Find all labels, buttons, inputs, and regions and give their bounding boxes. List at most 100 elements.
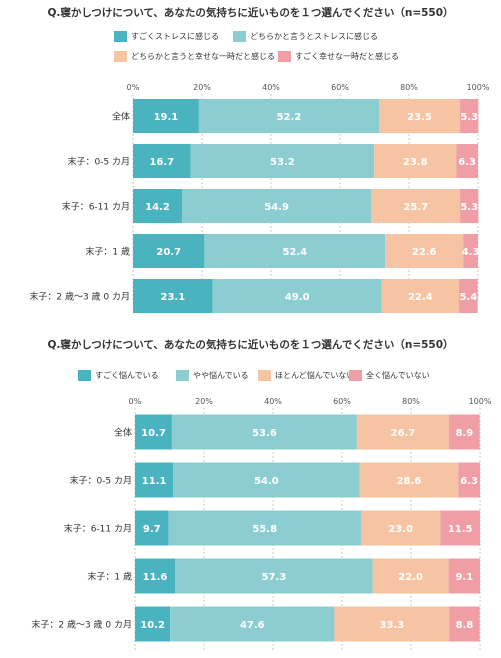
data-label: 28.6 (397, 476, 422, 487)
x-tick-label: 80% (402, 397, 420, 406)
x-tick-label: 100% (467, 83, 490, 92)
bar-segment (212, 279, 382, 313)
legend-label: どちらかと言うとストレスに感じる (250, 32, 378, 41)
data-label: 20.7 (156, 247, 181, 258)
x-tick-label: 60% (333, 397, 351, 406)
data-label: 23.8 (403, 157, 428, 168)
data-label: 47.6 (240, 620, 265, 631)
category-label: 末子：2 歳～3 歳 0 カ月 (31, 619, 132, 631)
category-label: 全体 (112, 111, 130, 123)
bar-segment (135, 558, 176, 594)
category-label: 末子：6-11 カ月 (62, 201, 130, 213)
legend-item: すごく幸せな一時だと感じる (278, 51, 399, 62)
legend-label: すごく幸せな一時だと感じる (295, 52, 399, 61)
chart-title: Q.寝かしつけについて、あなたの気持ちに近いものを１つ選んでください（n=550… (47, 339, 454, 351)
data-label: 5.3 (460, 112, 478, 123)
bar-segment (135, 606, 171, 642)
data-label: 19.1 (154, 112, 179, 123)
legend-swatch (278, 51, 291, 62)
legend-label: どちらかと言うと幸せな一時だと感じる (131, 52, 275, 61)
bar-segment (190, 144, 375, 178)
legend-swatch (78, 370, 91, 381)
data-label: 10.7 (141, 428, 166, 439)
bar-segment (459, 279, 478, 313)
data-label: 6.3 (458, 157, 476, 168)
legend-item: どちらかと言うとストレスに感じる (233, 31, 378, 42)
bar-segment (171, 414, 357, 450)
chart-panel-2: Q.寝かしつけについて、あなたの気持ちに近いものを１つ選んでください（n=550… (0, 330, 501, 658)
data-label: 11.1 (142, 476, 167, 487)
bar-segment (449, 606, 480, 642)
category-label: 末子：2 歳～3 歳 0 カ月 (29, 291, 130, 303)
legend-swatch (258, 370, 271, 381)
category-label: 末子：1 歳 (87, 571, 132, 583)
legend-label: 全く悩んでいない (366, 371, 430, 380)
data-label: 6.3 (460, 476, 478, 487)
data-label: 9.7 (143, 524, 161, 535)
bar-segment (334, 606, 450, 642)
category-label: 末子：6-11 カ月 (64, 523, 132, 535)
data-label: 25.7 (403, 202, 428, 213)
bar-segment (359, 462, 459, 498)
data-label: 53.6 (252, 428, 277, 439)
data-label: 11.5 (448, 524, 473, 535)
legend-item: どちらかと言うと幸せな一時だと感じる (114, 51, 275, 62)
bar-segment (381, 279, 460, 313)
data-label: 22.4 (408, 292, 433, 303)
bar-segment (204, 234, 386, 268)
bar-segment (372, 558, 449, 594)
bar-segment (133, 189, 182, 223)
data-label: 5.4 (459, 292, 477, 303)
bar-segment (135, 414, 172, 450)
legend-item: すごくストレスに感じる (114, 31, 219, 42)
bar-segment (173, 462, 360, 498)
data-label: 23.1 (161, 292, 186, 303)
legend-label: ほとんど悩んでいない (275, 371, 355, 380)
data-label: 22.6 (412, 247, 437, 258)
bar-segment (448, 414, 480, 450)
stacked-bar-chart: 0% 20% 40% 60% 80% 100% 全体 10.7 53.6 26.7 8.9 末子：0-… (31, 397, 492, 652)
bar-segment (378, 99, 461, 133)
data-label: 57.3 (262, 572, 287, 583)
bar-segment (175, 558, 373, 594)
bar-segment (463, 234, 478, 268)
legend-swatch (114, 31, 127, 42)
x-tick-label: 60% (331, 83, 349, 92)
data-label: 8.9 (455, 428, 473, 439)
legend-swatch (176, 370, 189, 381)
x-tick-label: 20% (193, 83, 211, 92)
bar-segment (181, 189, 372, 223)
bar-segment (448, 558, 480, 594)
bar-segment (168, 510, 361, 546)
bar-segment (371, 189, 461, 223)
data-label: 9.1 (455, 572, 473, 583)
data-label: 16.7 (149, 157, 174, 168)
data-label: 52.4 (282, 247, 307, 258)
legend-item: 全く悩んでいない (349, 370, 430, 381)
data-label: 26.7 (391, 428, 416, 439)
bar-segment (133, 279, 213, 313)
bar-segment (360, 510, 441, 546)
bar-segment (460, 99, 479, 133)
bar-segment (133, 234, 205, 268)
data-label: 54.0 (254, 476, 279, 487)
bar-segment (133, 99, 199, 133)
legend-label: やや悩んでいる (193, 371, 249, 380)
legend-label: すごくストレスに感じる (131, 32, 219, 41)
bar-segment (460, 189, 479, 223)
bar-segment (440, 510, 480, 546)
x-tick-label: 0% (129, 397, 142, 406)
data-label: 52.2 (277, 112, 302, 123)
x-tick-label: 0% (127, 83, 140, 92)
data-label: 23.5 (407, 112, 432, 123)
data-label: 8.8 (456, 620, 474, 631)
stacked-bar-chart: 0% 20% 40% 60% 80% 100% 全体 19.1 52.2 23.5 5.3 末子：0-… (29, 83, 490, 313)
data-label: 55.8 (252, 524, 277, 535)
bar-segment (170, 606, 335, 642)
chart-title: Q.寝かしつけについて、あなたの気持ちに近いものを１つ選んでください（n=550… (47, 7, 454, 19)
category-label: 全体 (114, 427, 132, 439)
category-label: 末子：0-5 カ月 (67, 156, 130, 168)
chart-panel-1: Q.寝かしつけについて、あなたの気持ちに近いものを１つ選んでください（n=550… (0, 0, 501, 318)
x-tick-label: 40% (264, 397, 282, 406)
data-label: 5.3 (460, 202, 478, 213)
